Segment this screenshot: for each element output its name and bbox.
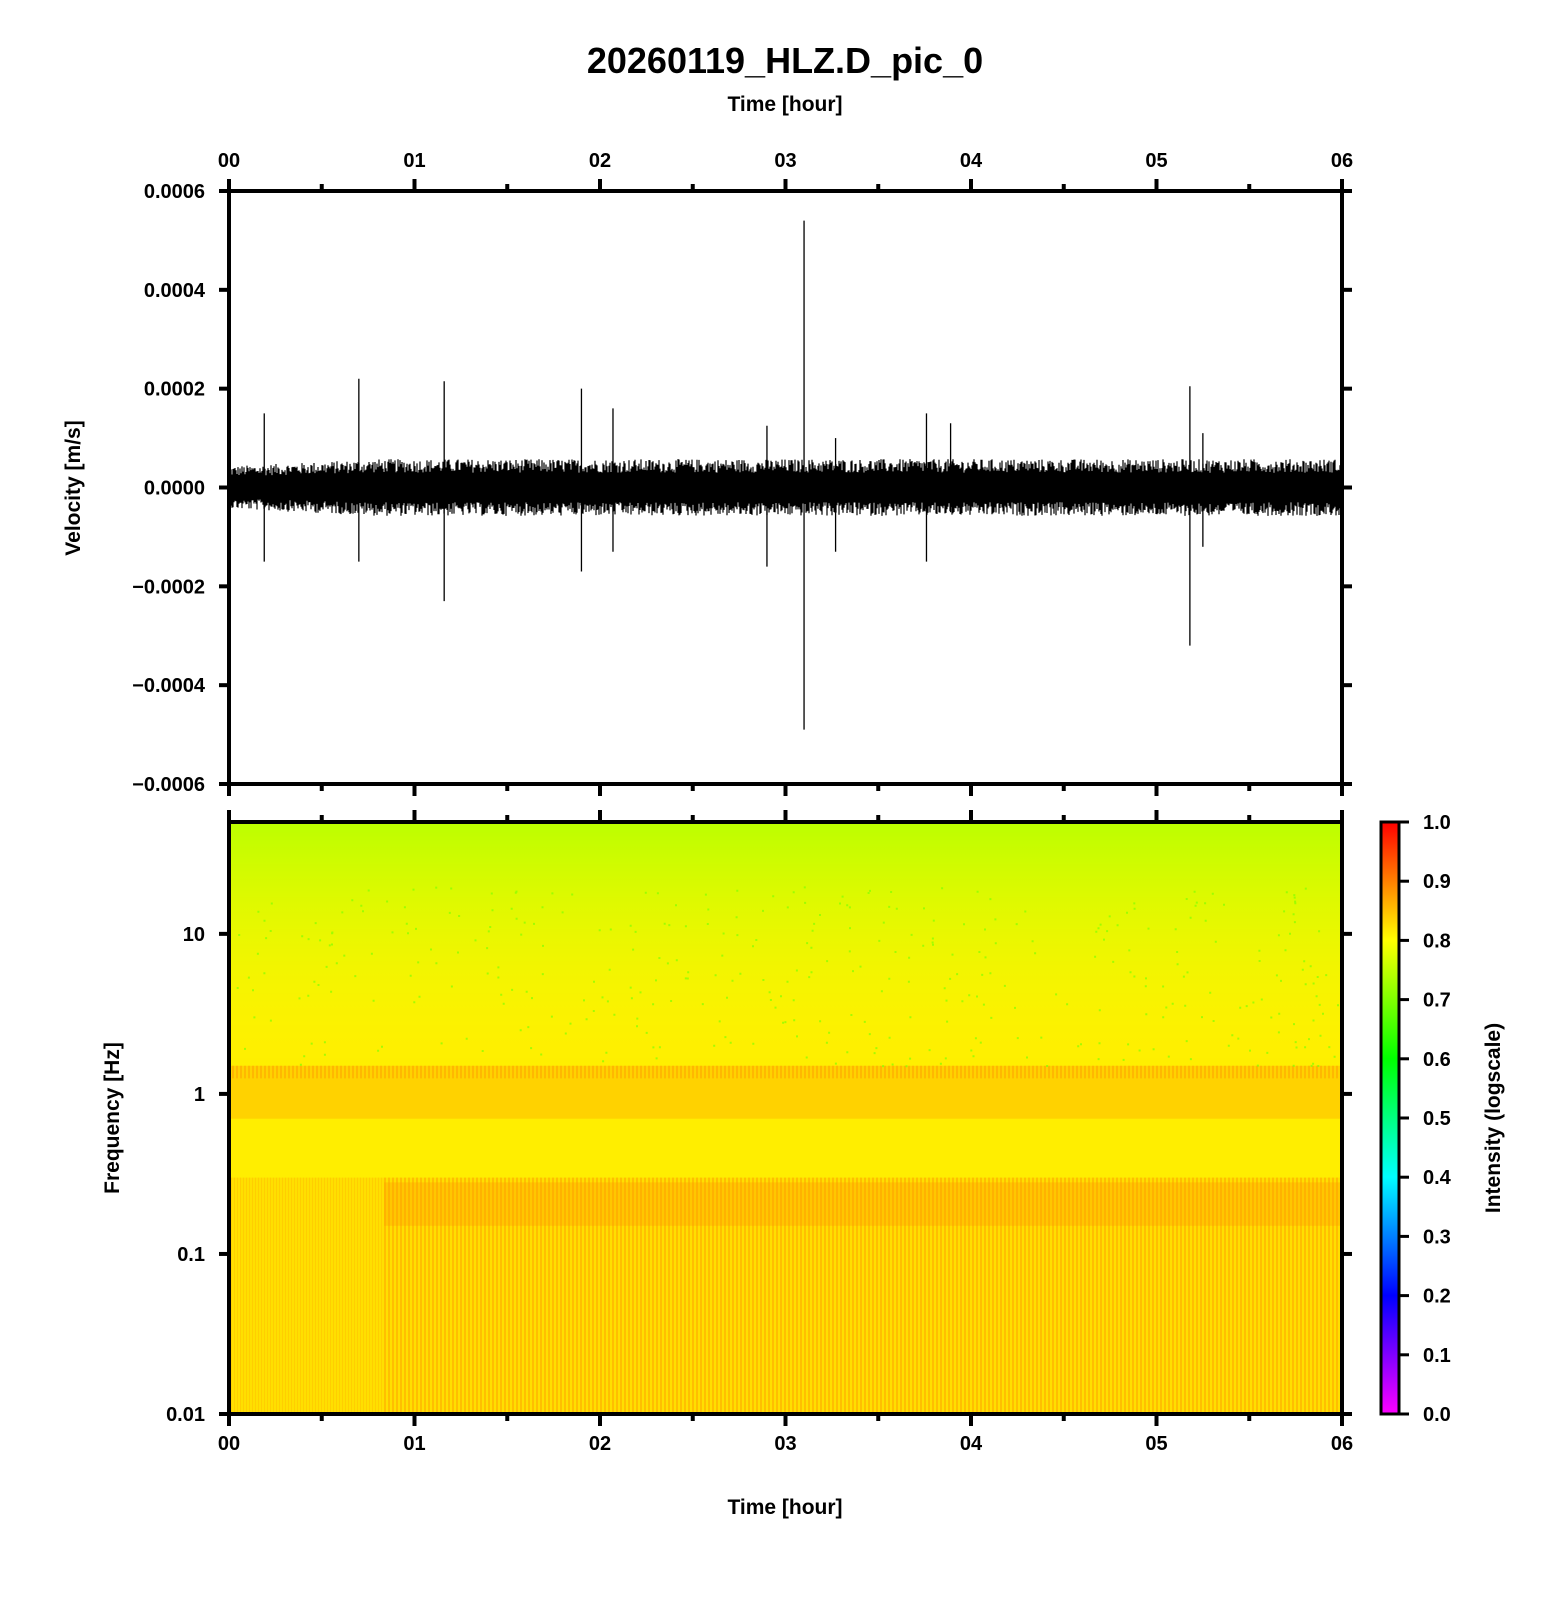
spectrogram-microseism-band [384,1182,1342,1226]
colorbar-tick-label: 0.7 [1423,990,1451,1012]
x-tick-label: 00 [218,1433,240,1455]
colorbar-tick-label: 0.4 [1423,1167,1452,1189]
spectrogram-x-ticks: 00 01 02 03 04 05 06 [218,810,1353,1455]
colorbar-tick-label: 1.0 [1423,812,1451,834]
waveform-y-axis-label: Velocity [m/s] [62,420,85,555]
spectrogram-image [229,822,1342,1414]
waveform-panel: 00 01 02 03 04 05 06 0.0006 0.0004 0.0002 0.0000 −… [62,150,1353,796]
spectrogram-high-freq-band [229,822,1342,1082]
spectrogram-low-freq-stripes [384,1177,1342,1414]
spectrogram-1hz-stripes [229,1065,1342,1079]
x-tick-label: 06 [1331,150,1353,172]
colorbar-tick-label: 0.2 [1423,1286,1451,1308]
y-tick-label: 1 [194,1084,205,1106]
top-x-axis-label: Time [hour] [727,93,842,116]
x-tick-label: 03 [774,1433,796,1455]
y-tick-label: 10 [183,924,205,946]
x-tick-label: 05 [1145,1433,1167,1455]
colorbar-tick-label: 0.0 [1423,1404,1451,1426]
waveform-trace [229,220,1342,730]
colorbar: 1.0 0.9 0.8 0.7 0.6 0.5 0.4 0.3 0.2 0.1 0.0 Intens… [1379,812,1505,1426]
colorbar-gradient [1379,820,1401,1416]
colorbar-ticks: 1.0 0.9 0.8 0.7 0.6 0.5 0.4 0.3 0.2 0.1 0.0 [1399,812,1452,1426]
waveform-y-ticks: 0.0006 0.0004 0.0002 0.0000 −0.0002 −0.0004 −0… [132,181,1352,796]
y-tick-label: 0.01 [166,1404,205,1426]
x-tick-label: 03 [774,150,796,172]
y-tick-label: 0.0006 [144,181,205,203]
x-tick-label: 02 [589,1433,611,1455]
spectrogram-early-stripes [229,1177,384,1414]
x-tick-label: 06 [1331,1433,1353,1455]
colorbar-tick-label: 0.5 [1423,1108,1451,1130]
y-tick-label: 0.0002 [144,379,205,401]
x-tick-label: 02 [589,150,611,172]
waveform-x-ticks: 00 01 02 03 04 05 06 [218,150,1353,796]
x-tick-label: 04 [960,150,983,172]
y-tick-label: 0.0000 [144,478,205,500]
x-tick-label: 04 [960,1433,983,1455]
colorbar-tick-label: 0.9 [1423,871,1451,893]
spectrogram-y-ticks: 10 1 0.1 0.01 [166,924,1352,1426]
y-tick-label: −0.0004 [132,675,206,697]
x-tick-label: 05 [1145,150,1167,172]
spectrogram-bands [229,886,1342,1414]
colorbar-tick-label: 0.1 [1423,1345,1451,1367]
y-tick-label: 0.1 [177,1244,205,1266]
spectrogram-panel: 00 01 02 03 04 05 06 10 1 0.1 0.01 Frequency [Hz]… [101,810,1353,1519]
chart-title: 20260119_HLZ.D_pic_0 [587,40,983,81]
colorbar-label: Intensity (logscale) [1482,1023,1505,1213]
y-tick-label: 0.0004 [144,280,206,302]
colorbar-tick-label: 0.6 [1423,1049,1451,1071]
spectrogram-x-axis-label: Time [hour] [727,1496,842,1519]
x-tick-label: 01 [403,150,425,172]
colorbar-tick-label: 0.3 [1423,1226,1451,1248]
y-tick-label: −0.0002 [132,576,205,598]
waveform-noise [229,459,1342,516]
spectrogram-y-axis-label: Frequency [Hz] [101,1042,124,1194]
colorbar-tick-label: 0.8 [1423,930,1451,952]
x-tick-label: 00 [218,150,240,172]
y-tick-label: −0.0006 [132,774,205,796]
x-tick-label: 01 [403,1433,425,1455]
